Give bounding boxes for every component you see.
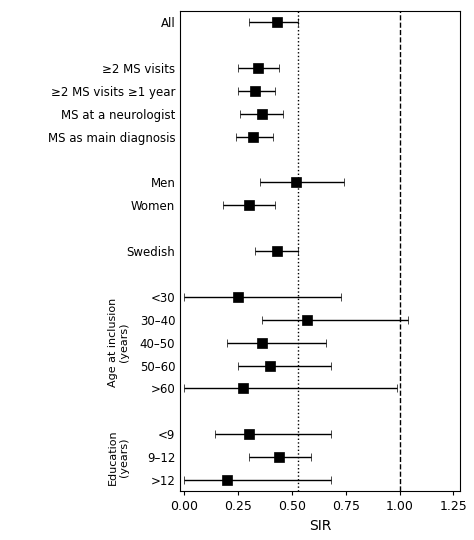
Text: Education
(years): Education (years) [108, 429, 129, 485]
Text: Age at inclusion
(years): Age at inclusion (years) [108, 298, 129, 387]
X-axis label: SIR: SIR [309, 519, 331, 533]
